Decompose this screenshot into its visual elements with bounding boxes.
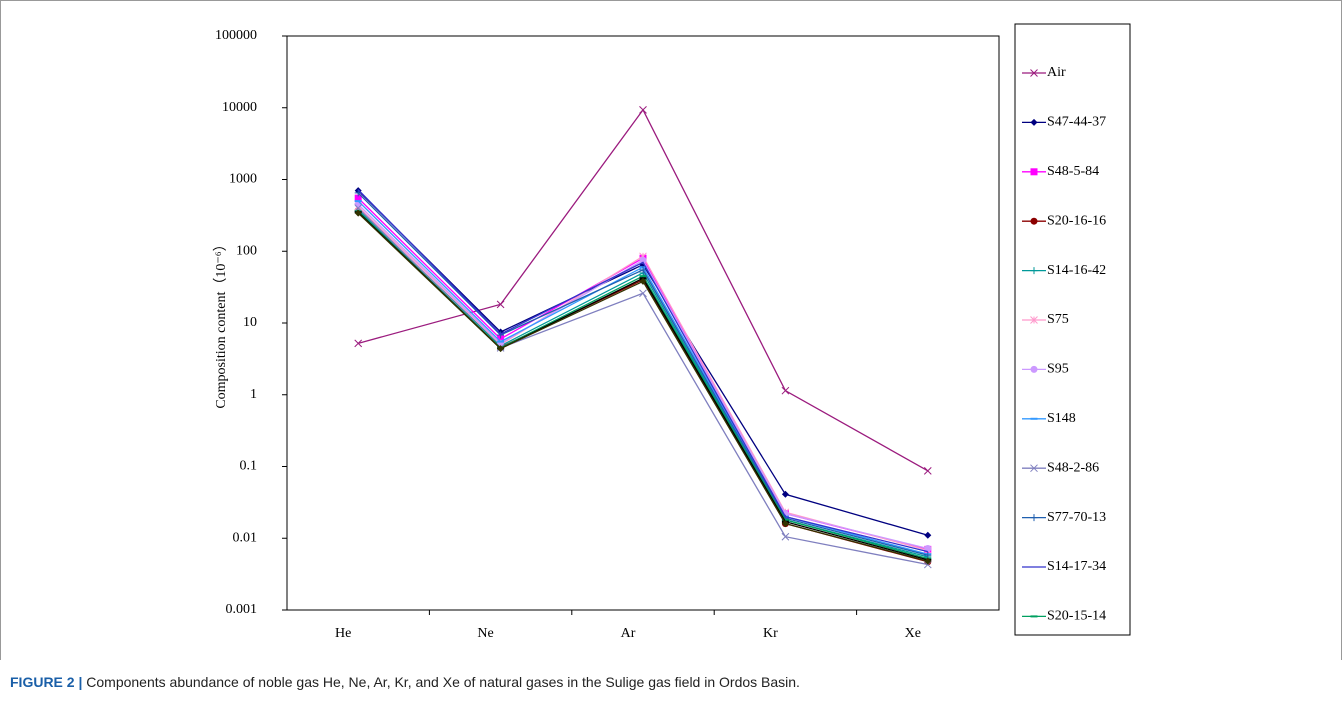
caption-text: Components abundance of noble gas He, Ne… — [86, 674, 800, 690]
legend-label: S77-70-13 — [1047, 510, 1106, 525]
y-axis-title: Composition content（10⁻⁶） — [213, 237, 229, 408]
y-tick-label: 0.01 — [233, 530, 258, 545]
series-line — [357, 189, 928, 553]
marker — [1030, 118, 1038, 126]
marker — [781, 386, 790, 395]
series-line — [357, 192, 928, 556]
x-tick-label: Ne — [477, 626, 493, 641]
x-tick-label: He — [335, 626, 351, 641]
legend-label: S20-16-16 — [1047, 213, 1106, 228]
marker — [924, 557, 932, 565]
marker — [1030, 464, 1038, 473]
legend-label: S95 — [1047, 362, 1069, 377]
marker — [497, 345, 505, 353]
legend-label: Air — [1047, 65, 1066, 80]
y-tick-label: 0.1 — [240, 459, 258, 474]
marker — [781, 490, 789, 498]
series-line — [358, 108, 929, 472]
marker — [497, 331, 505, 339]
legend-label: S20-15-14 — [1047, 609, 1106, 624]
marker — [354, 209, 362, 217]
marker — [354, 194, 362, 202]
marker — [1030, 168, 1038, 176]
marker — [639, 106, 647, 114]
chart: Composition content（10⁻⁶） 0.001 0.01 0.1 1 1… — [0, 0, 1342, 660]
marker — [1030, 316, 1038, 324]
legend-box — [1014, 23, 1131, 636]
y-tick-label: 100 — [236, 243, 257, 258]
legend-label: S48-2-86 — [1047, 460, 1099, 475]
caption-label: FIGURE 2 | — [10, 674, 83, 690]
marker — [639, 289, 647, 298]
legend-label: S148 — [1047, 411, 1076, 426]
legend-label: S75 — [1047, 312, 1069, 327]
caption: FIGURE 2 | Components abundance of noble… — [10, 674, 800, 690]
y-tick-label: 100000 — [215, 28, 257, 43]
marker — [639, 277, 647, 285]
marker — [924, 544, 932, 552]
marker — [1030, 365, 1038, 373]
x-tick-label: Kr — [763, 626, 778, 641]
y-tick-label: 1000 — [229, 172, 257, 187]
marker — [781, 532, 790, 541]
legend-label: S47-44-37 — [1047, 115, 1106, 130]
marker — [924, 551, 932, 559]
marker — [497, 335, 505, 343]
marker — [1030, 514, 1038, 522]
marker — [354, 339, 363, 348]
y-tick-label: 1 — [250, 387, 257, 402]
y-tick-label: 10 — [243, 315, 257, 330]
marker — [923, 466, 932, 475]
legend-label: S14-5-52 — [1047, 658, 1099, 660]
marker — [924, 531, 932, 539]
marker — [639, 266, 647, 274]
series-line — [357, 190, 928, 536]
y-tick-label: 0.001 — [226, 602, 258, 617]
marker — [781, 520, 789, 528]
marker — [1030, 217, 1038, 225]
marker — [1030, 69, 1038, 77]
marker — [496, 300, 505, 309]
legend-label: S14-17-34 — [1047, 559, 1106, 574]
x-tick-label: Ar — [621, 626, 636, 641]
plot-area — [286, 35, 1000, 611]
x-tick-label: Xe — [905, 626, 921, 641]
marker — [1030, 267, 1038, 275]
series-line — [357, 197, 928, 550]
marker — [639, 256, 647, 264]
legend-label: S14-16-42 — [1047, 263, 1106, 278]
legend-label: S48-5-84 — [1047, 164, 1099, 179]
y-tick-label: 10000 — [222, 100, 257, 115]
